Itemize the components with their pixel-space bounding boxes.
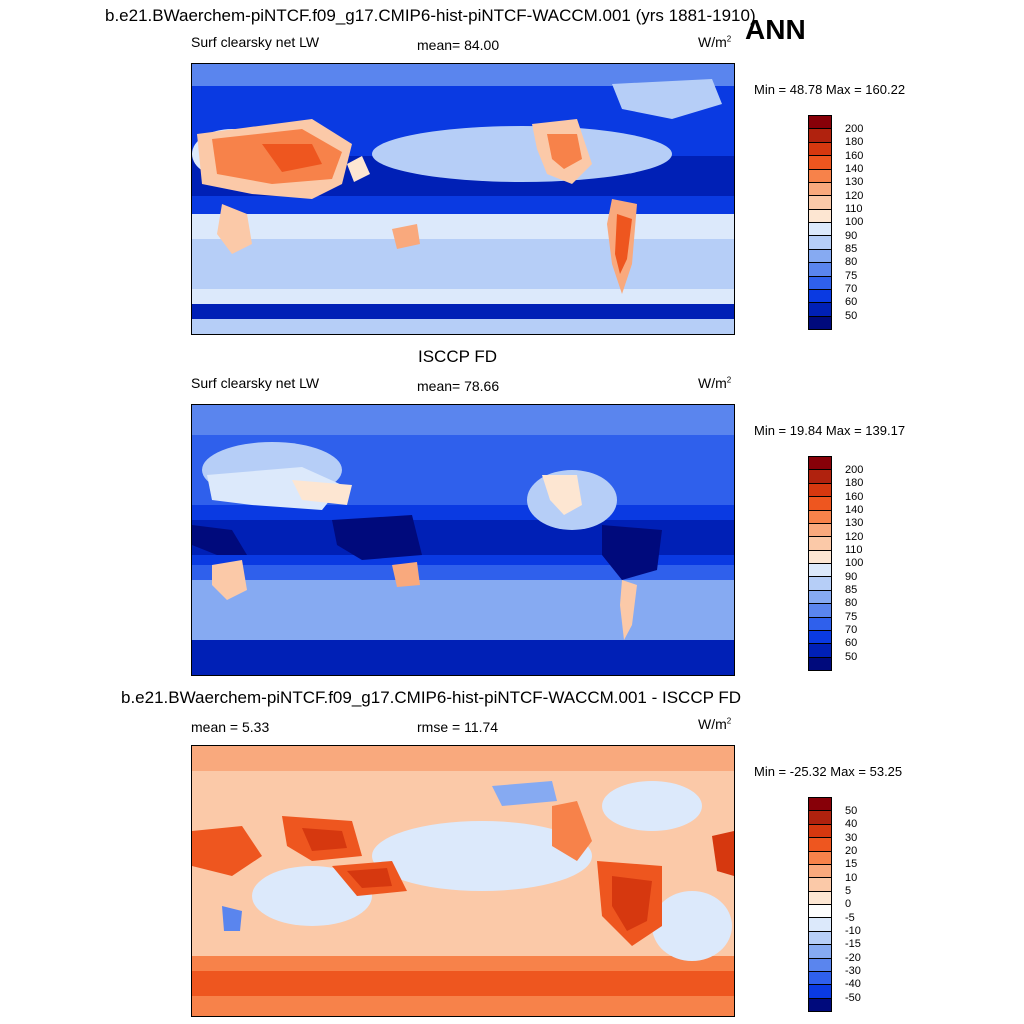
legend-label: 50	[845, 805, 858, 817]
panel1-map-image	[192, 64, 734, 334]
panel3-colorbar	[808, 797, 832, 1012]
panel2-variable: Surf clearsky net LW	[191, 375, 320, 391]
panel1-variable: Surf clearsky net LW	[191, 34, 320, 50]
legend-label: 70	[845, 624, 858, 636]
season-label: ANN	[745, 14, 806, 45]
legend-label: 90	[845, 230, 858, 242]
main-title: b.e21.BWaerchem-piNTCF.f09_g17.CMIP6-his…	[105, 6, 756, 25]
panel2-minmax: Min = 19.84 Max = 139.17	[754, 423, 906, 438]
legend-label: -50	[845, 992, 861, 1004]
legend-label: 10	[845, 872, 858, 884]
legend-label: 50	[845, 651, 858, 663]
legend-label: 160	[845, 150, 864, 162]
legend-label: 60	[845, 296, 858, 308]
legend-label: 70	[845, 283, 858, 295]
panel2-map	[191, 404, 735, 676]
legend-label: 80	[845, 597, 858, 609]
legend-label: 110	[845, 203, 863, 215]
legend-label: 90	[845, 571, 858, 583]
legend-label: 30	[845, 832, 858, 844]
panel3-mean: mean = 5.33	[191, 719, 270, 735]
legend-label: 85	[845, 584, 858, 596]
panel3-rmse: rmse = 11.74	[417, 719, 499, 735]
panel3-map	[191, 745, 735, 1017]
legend-label: 120	[845, 190, 864, 202]
legend-label: 140	[845, 163, 864, 175]
legend-label: -15	[845, 938, 861, 950]
legend-label: 5	[845, 885, 852, 897]
panel2-units: W/m2	[698, 375, 732, 391]
legend-label: 50	[845, 310, 858, 322]
panel1-colorbar	[808, 115, 832, 330]
legend-label: 75	[845, 611, 858, 623]
panel1-minmax: Min = 48.78 Max = 160.22	[754, 82, 906, 97]
legend-label: 130	[845, 176, 864, 188]
legend-label: -10	[845, 925, 861, 937]
legend-label: 120	[845, 531, 864, 543]
legend-label: 100	[845, 216, 864, 228]
panel3-units: W/m2	[698, 716, 732, 732]
panel2-colorbar	[808, 456, 832, 671]
legend-label: 180	[845, 136, 864, 148]
legend-label: 110	[845, 544, 863, 556]
legend-label: 0	[845, 898, 852, 910]
legend-label: 180	[845, 477, 864, 489]
legend-label: 75	[845, 270, 858, 282]
legend-label: 100	[845, 557, 864, 569]
legend-label: -5	[845, 912, 855, 924]
panel3-map-image	[192, 746, 734, 1016]
legend-label: 60	[845, 637, 858, 649]
panel1-mean: mean= 84.00	[417, 37, 500, 53]
legend-label: 140	[845, 504, 864, 516]
panel2-heading: ISCCP FD	[418, 347, 498, 366]
legend-label: 200	[845, 123, 864, 135]
legend-label: 40	[845, 818, 858, 830]
legend-label: -20	[845, 952, 861, 964]
legend-label: 85	[845, 243, 858, 255]
legend-label: 80	[845, 256, 858, 268]
panel1-units: W/m2	[698, 34, 732, 50]
panel2-map-image	[192, 405, 734, 675]
legend-label: -30	[845, 965, 861, 977]
panel2-mean: mean= 78.66	[417, 378, 500, 394]
panel3-heading: b.e21.BWaerchem-piNTCF.f09_g17.CMIP6-his…	[121, 688, 742, 707]
legend-label: 15	[845, 858, 858, 870]
panel1-map	[191, 63, 735, 335]
legend-label: 160	[845, 491, 864, 503]
panel3-minmax: Min = -25.32 Max = 53.25	[754, 764, 903, 779]
legend-label: -40	[845, 978, 861, 990]
legend-label: 20	[845, 845, 858, 857]
legend-label: 130	[845, 517, 864, 529]
legend-label: 200	[845, 464, 864, 476]
